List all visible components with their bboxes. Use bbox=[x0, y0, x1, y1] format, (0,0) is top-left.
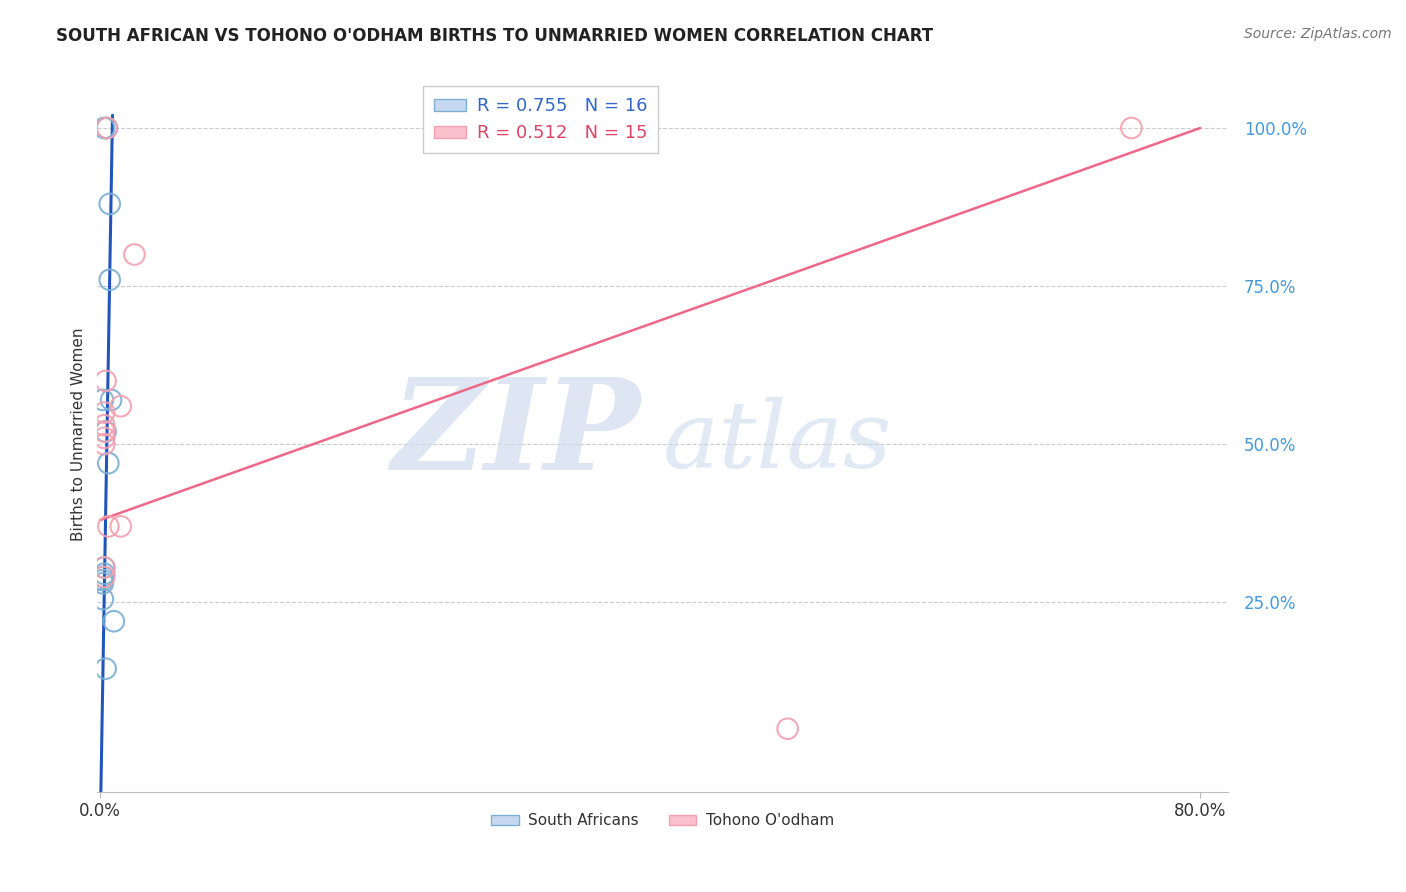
Point bbox=[110, 399, 132, 413]
Point bbox=[93, 570, 115, 584]
Point bbox=[91, 570, 114, 584]
Text: atlas: atlas bbox=[662, 397, 891, 487]
Point bbox=[103, 614, 125, 628]
Legend: South Africans, Tohono O'odham: South Africans, Tohono O'odham bbox=[485, 807, 839, 834]
Point bbox=[93, 560, 115, 574]
Point bbox=[93, 431, 115, 445]
Text: ZIP: ZIP bbox=[391, 373, 640, 497]
Point bbox=[98, 197, 121, 211]
Point bbox=[93, 121, 115, 136]
Point bbox=[124, 247, 146, 261]
Point bbox=[94, 425, 117, 439]
Point bbox=[1121, 121, 1143, 136]
Point bbox=[98, 273, 121, 287]
Point bbox=[100, 392, 122, 407]
Y-axis label: Births to Unmarried Women: Births to Unmarried Women bbox=[72, 328, 86, 541]
Point bbox=[97, 519, 120, 533]
Point bbox=[776, 722, 799, 736]
Text: SOUTH AFRICAN VS TOHONO O'ODHAM BIRTHS TO UNMARRIED WOMEN CORRELATION CHART: SOUTH AFRICAN VS TOHONO O'ODHAM BIRTHS T… bbox=[56, 27, 934, 45]
Point bbox=[96, 121, 118, 136]
Point bbox=[91, 576, 114, 591]
Point bbox=[91, 592, 114, 607]
Point bbox=[93, 418, 115, 433]
Point bbox=[93, 560, 115, 574]
Point bbox=[97, 456, 120, 470]
Point bbox=[93, 437, 115, 451]
Point bbox=[93, 566, 115, 581]
Point bbox=[110, 519, 132, 533]
Point bbox=[91, 573, 114, 587]
Point bbox=[94, 662, 117, 676]
Point bbox=[91, 392, 114, 407]
Point bbox=[93, 406, 115, 420]
Point bbox=[94, 374, 117, 388]
Point bbox=[96, 121, 118, 136]
Text: Source: ZipAtlas.com: Source: ZipAtlas.com bbox=[1244, 27, 1392, 41]
Point bbox=[93, 425, 115, 439]
